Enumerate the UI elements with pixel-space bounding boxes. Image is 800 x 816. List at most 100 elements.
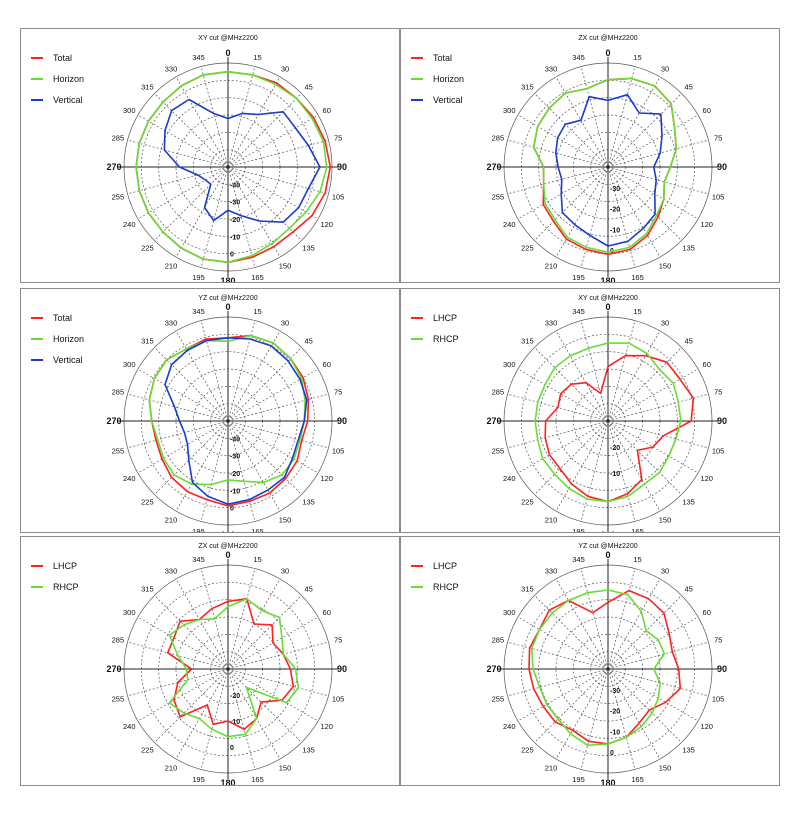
grid-spoke xyxy=(507,166,609,195)
angle-tick-label: 0 xyxy=(225,302,230,312)
angle-tick-label: 285 xyxy=(112,133,125,142)
grid-spoke xyxy=(227,568,256,670)
grid-spoke xyxy=(555,578,609,670)
angle-tick-label: 345 xyxy=(572,307,585,316)
angle-tick-label: 45 xyxy=(684,82,692,91)
angle-tick-label: 15 xyxy=(633,555,641,564)
angle-tick-label: 45 xyxy=(304,584,312,593)
grid-spoke xyxy=(227,114,319,168)
grid-spoke xyxy=(580,166,609,268)
grid-spoke xyxy=(607,166,636,268)
legend-label: Horizon xyxy=(433,74,464,84)
radial-tick-label: 0 xyxy=(230,506,234,513)
chart-panel-xy-1: XY cut @MHz2200 0 15 30 45 60 75 90 105 120 135 150… xyxy=(20,28,400,283)
angle-tick-label: 285 xyxy=(112,635,125,644)
legend-label: Horizon xyxy=(53,334,84,344)
grid-spoke xyxy=(555,330,609,422)
angle-tick-label: 105 xyxy=(332,695,345,704)
angle-tick-label: 90 xyxy=(717,416,727,426)
grid-spoke xyxy=(555,166,609,258)
radial-tick-label: -20 xyxy=(610,207,620,214)
radial-tick-label: -30 xyxy=(610,688,620,695)
grid-spoke xyxy=(607,368,699,422)
grid-spoke xyxy=(507,139,609,168)
angle-tick-label: 255 xyxy=(492,447,505,456)
angle-tick-label: 240 xyxy=(503,722,516,731)
grid-spoke xyxy=(580,568,609,670)
angle-tick-label: 0 xyxy=(225,550,230,560)
angle-tick-label: 30 xyxy=(281,318,289,327)
angle-tick-label: 120 xyxy=(320,474,333,483)
angle-tick-label: 165 xyxy=(631,775,644,784)
angle-tick-label: 255 xyxy=(112,447,125,456)
angle-tick-label: 195 xyxy=(192,527,205,532)
angle-tick-label: 255 xyxy=(492,695,505,704)
angle-tick-label: 0 xyxy=(605,48,610,58)
radial-tick-label: -20 xyxy=(610,445,620,452)
legend-label: LHCP xyxy=(433,561,457,571)
angle-tick-label: 90 xyxy=(337,664,347,674)
angle-tick-label: 60 xyxy=(323,106,331,115)
legend-label: LHCP xyxy=(433,313,457,323)
grid-spoke xyxy=(607,66,636,168)
angle-tick-label: 330 xyxy=(545,64,558,73)
chart-panel-yz-2: YZ cut @MHz2200 0 15 30 45 60 75 90 105 120 135 150… xyxy=(400,536,780,786)
angle-tick-label: 105 xyxy=(712,447,725,456)
grid-spoke xyxy=(227,139,329,168)
angle-tick-label: 90 xyxy=(717,162,727,172)
angle-tick-label: 240 xyxy=(503,220,516,229)
grid-spoke xyxy=(227,668,329,697)
angle-tick-label: 285 xyxy=(492,387,505,396)
angle-tick-label: 195 xyxy=(192,775,205,784)
grid-spoke xyxy=(175,578,229,670)
angle-tick-label: 195 xyxy=(572,775,585,784)
angle-tick-label: 225 xyxy=(521,746,534,755)
grid-spoke xyxy=(607,420,661,512)
angle-tick-label: 285 xyxy=(492,635,505,644)
angle-tick-label: 45 xyxy=(304,336,312,345)
legend-label: Total xyxy=(53,313,72,323)
angle-tick-label: 345 xyxy=(192,53,205,62)
angle-tick-label: 150 xyxy=(279,262,292,271)
grid-spoke xyxy=(200,668,229,770)
series-line-horizon xyxy=(532,77,678,254)
angle-tick-label: 90 xyxy=(337,162,347,172)
grid-spoke xyxy=(517,368,609,422)
grid-spoke xyxy=(175,76,229,168)
grid-spoke xyxy=(175,330,229,422)
grid-spoke xyxy=(227,393,329,422)
series-line-vertical xyxy=(164,337,308,505)
angle-tick-label: 225 xyxy=(521,498,534,507)
radial-tick-label: -10 xyxy=(230,488,240,495)
angle-tick-label: 105 xyxy=(712,193,725,202)
legend-label: Horizon xyxy=(53,74,84,84)
angle-tick-label: 345 xyxy=(572,53,585,62)
angle-tick-label: 60 xyxy=(323,608,331,617)
radial-tick-label: -40 xyxy=(230,182,240,189)
series-line-horizon xyxy=(148,334,306,486)
angle-tick-label: 135 xyxy=(302,498,315,507)
grid-spoke xyxy=(607,166,661,258)
angle-tick-label: 210 xyxy=(165,262,178,271)
grid-spoke xyxy=(137,114,229,168)
angle-tick-label: 255 xyxy=(112,193,125,202)
grid-spoke xyxy=(607,166,709,195)
grid-spoke xyxy=(517,616,609,670)
angle-tick-label: 75 xyxy=(334,635,342,644)
angle-tick-label: 105 xyxy=(332,447,345,456)
angle-tick-label: 90 xyxy=(337,416,347,426)
grid-spoke xyxy=(534,420,609,495)
grid-spoke xyxy=(227,420,281,512)
angle-tick-label: 120 xyxy=(320,220,333,229)
angle-tick-label: 60 xyxy=(703,608,711,617)
chart-panel-zx-2: ZX cut @MHz2200 0 15 30 45 60 75 90 105 120 135 150… xyxy=(20,536,400,786)
grid-spoke xyxy=(607,578,661,670)
angle-tick-label: 225 xyxy=(521,244,534,253)
chart-panel-zx-1: ZX cut @MHz2200 0 15 30 45 60 75 90 105 120 135 150… xyxy=(400,28,780,283)
grid-spoke xyxy=(607,114,699,168)
angle-tick-label: 120 xyxy=(320,722,333,731)
angle-tick-label: 0 xyxy=(605,550,610,560)
